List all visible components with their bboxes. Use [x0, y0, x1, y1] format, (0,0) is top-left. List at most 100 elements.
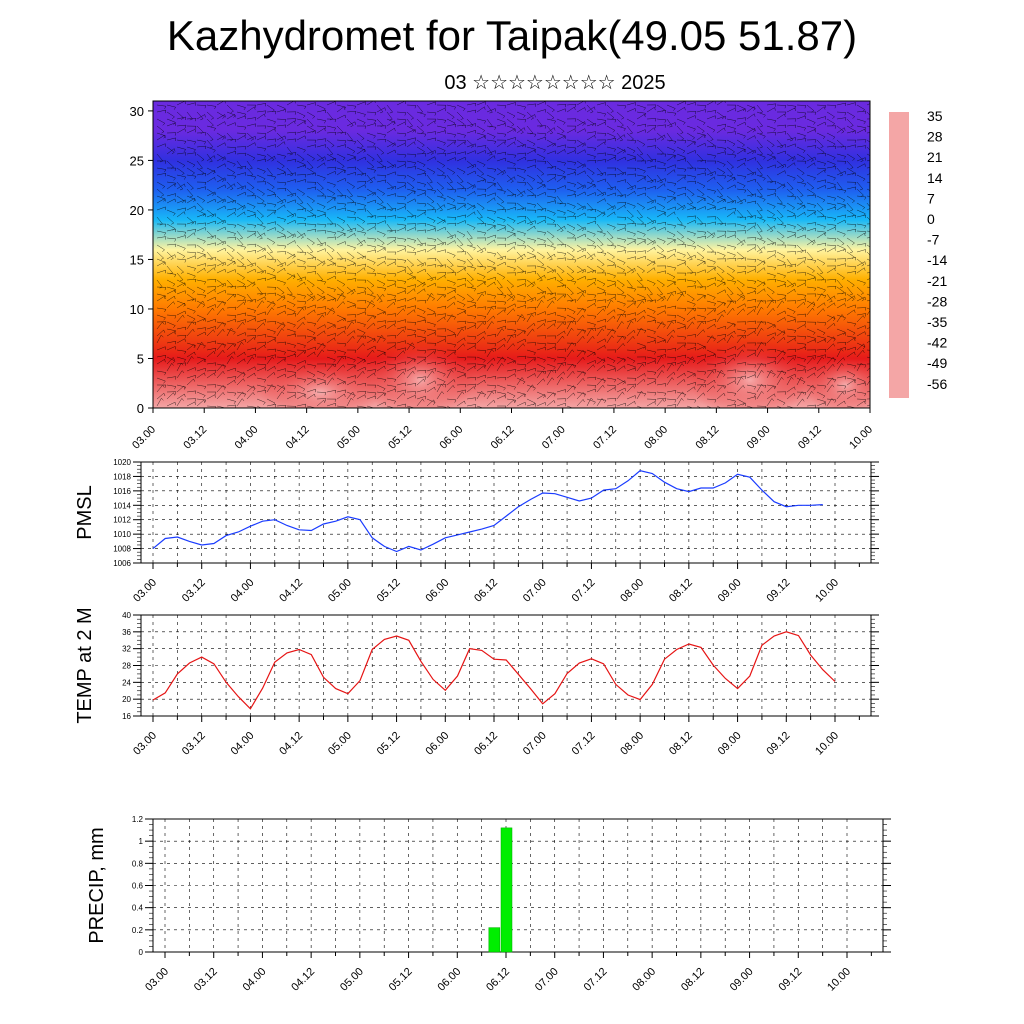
colorbar-label: 35: [927, 108, 943, 124]
x-tick-label: 03.00: [131, 730, 159, 758]
x-tick-label: 05.12: [387, 966, 415, 994]
x-tick-label: 07.12: [570, 730, 598, 758]
x-tick-label: 04.00: [233, 424, 261, 452]
x-tick-label: 10.00: [825, 966, 853, 994]
y-tick-label: 0: [139, 948, 144, 957]
y-tick-label: 0.6: [132, 882, 144, 891]
precip-bar: [500, 827, 513, 953]
wind-barbs: [156, 101, 870, 408]
y-axis-label: PRECIP, mm: [86, 827, 108, 943]
colorbar-label: -28: [927, 293, 947, 309]
y-axis-label: PMSL: [74, 485, 96, 539]
y-tick-label: 15: [130, 252, 144, 267]
x-tick-label: 04.12: [277, 577, 305, 605]
x-tick-label: 04.00: [229, 730, 257, 758]
x-tick-label: 07.12: [591, 424, 619, 452]
x-tick-label: 06.12: [472, 730, 500, 758]
x-tick-label: 06.12: [489, 424, 517, 452]
x-tick-label: 07.00: [521, 730, 549, 758]
y-tick-label: 10: [130, 302, 144, 317]
x-tick-label: 10.00: [813, 730, 841, 758]
y-tick-label: 40: [122, 611, 131, 620]
x-tick-label: 05.00: [326, 730, 354, 758]
x-tick-label: 09.12: [796, 424, 824, 452]
y-tick-label: 1018: [113, 472, 131, 481]
x-tick-label: 08.12: [679, 966, 707, 994]
y-tick-label: 1012: [113, 516, 131, 525]
y-tick-label: 20: [122, 695, 131, 704]
colorbar-label: -49: [927, 355, 947, 371]
y-tick-label: 30: [130, 104, 144, 119]
colorbar-label: -7: [927, 232, 940, 248]
colorbar-label: 28: [927, 129, 943, 145]
x-tick-label: 08.12: [694, 424, 722, 452]
x-tick-label: 08.00: [618, 730, 646, 758]
x-tick-label: 03.12: [180, 577, 208, 605]
x-tick-label: 09.00: [728, 966, 756, 994]
x-tick-label: 06.00: [435, 966, 463, 994]
cross-section-panel: 0 5 10 15 20 25 30 03.00 03.12 04.00 04.12 05.00 05.…: [130, 100, 875, 452]
x-tick-label: 04.00: [241, 966, 269, 994]
y-tick-label: 16: [122, 712, 131, 721]
x-tick-label: 06.12: [472, 577, 500, 605]
colorbar-label: -14: [927, 252, 947, 268]
colorbar-label: -21: [927, 273, 947, 289]
x-tick-label: 06.12: [484, 966, 512, 994]
y-tick-label: 0: [137, 401, 144, 416]
x-tick-label: 10.00: [847, 424, 875, 452]
x-tick-label: 03.00: [143, 966, 171, 994]
precip-panel: 0 0.2 0.4 0.6 0.8 1 1.2 03.00 03.12 04.00 04.12 05.…: [86, 815, 891, 994]
y-tick-label: 1: [139, 837, 144, 846]
colorbar-label: 21: [927, 149, 943, 165]
x-tick-label: 10.00: [813, 577, 841, 605]
chart-subtitle: 03 ☆☆☆☆☆☆☆☆ 2025: [444, 72, 666, 94]
y-tick-label: 0.4: [132, 904, 144, 913]
y-tick-label: 1.2: [132, 815, 144, 824]
precip-bar: [488, 927, 501, 953]
warm-core: [260, 362, 380, 408]
x-tick-label: 09.00: [716, 730, 744, 758]
y-axis-label: TEMP at 2 M: [74, 607, 96, 723]
x-tick-label: 06.00: [423, 730, 451, 758]
x-tick-label: 04.12: [284, 424, 312, 452]
x-tick-label: 03.00: [130, 424, 158, 452]
pmsl-series-line: [152, 470, 823, 553]
colorbar-label: 14: [927, 170, 943, 186]
colorbar-label: 0: [927, 211, 935, 227]
x-tick-label: 05.12: [386, 424, 414, 452]
y-tick-label: 1010: [113, 530, 131, 539]
x-tick-label: 09.12: [764, 577, 792, 605]
pmsl-panel: 1006 1008 1010 1012 1014 1016 1018 1020 03.00 03.…: [74, 458, 879, 605]
x-tick-label: 08.00: [618, 577, 646, 605]
y-tick-label: 0.2: [132, 926, 144, 935]
x-tick-label: 07.00: [533, 966, 561, 994]
x-tick-label: 07.00: [521, 577, 549, 605]
x-tick-label: 09.12: [776, 966, 804, 994]
x-tick-label: 05.12: [375, 730, 403, 758]
colorbar: 35 28 21 14 7 0 -7 -14 -21 -28 -35 -42 -49 -56: [889, 108, 947, 398]
y-tick-label: 1008: [113, 545, 131, 554]
x-tick-label: 05.00: [326, 577, 354, 605]
x-tick-label: 06.00: [437, 424, 465, 452]
x-tick-label: 03.12: [180, 730, 208, 758]
x-tick-label: 07.00: [540, 424, 568, 452]
x-tick-label: 05.00: [338, 966, 366, 994]
x-tick-label: 08.12: [667, 577, 695, 605]
y-tick-label: 1016: [113, 487, 131, 496]
x-tick-label: 05.00: [335, 424, 363, 452]
grid: [141, 461, 871, 564]
x-tick-label: 08.00: [642, 424, 670, 452]
colorbar-label: -42: [927, 335, 947, 351]
y-tick-label: 5: [137, 351, 144, 366]
colorbar-label: -35: [927, 314, 947, 330]
x-tick-label: 03.12: [181, 424, 209, 452]
temp-series-line: [152, 631, 836, 710]
x-tick-label: 07.12: [582, 966, 610, 994]
y-tick-label: 28: [122, 662, 131, 671]
y-tick-label: 1014: [113, 501, 131, 510]
x-tick-label: 03.00: [131, 577, 159, 605]
x-tick-label: 06.00: [423, 577, 451, 605]
warm-core: [690, 340, 810, 408]
x-tick-label: 09.00: [716, 577, 744, 605]
